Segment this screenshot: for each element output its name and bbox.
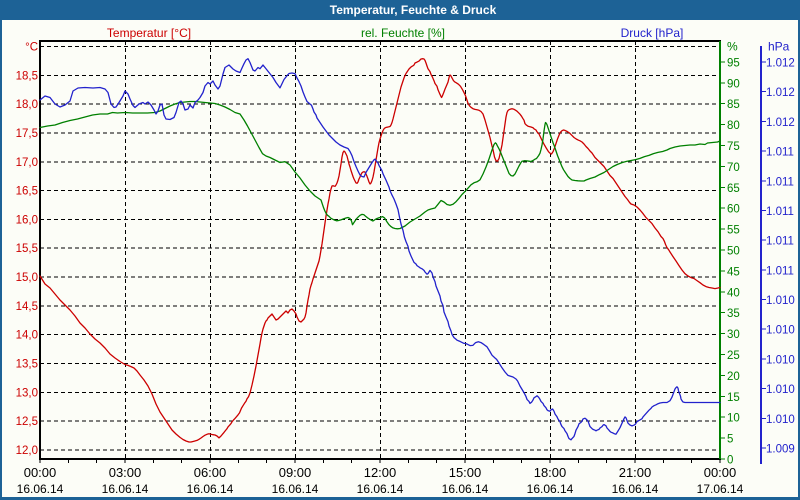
svg-text:16.06.14: 16.06.14 — [357, 482, 404, 496]
svg-text:16.06.14: 16.06.14 — [17, 482, 64, 496]
svg-text:1.011: 1.011 — [766, 206, 794, 218]
svg-text:16.06.14: 16.06.14 — [187, 482, 234, 496]
svg-text:30: 30 — [727, 329, 740, 341]
svg-text:03:00: 03:00 — [109, 465, 142, 480]
svg-text:°C: °C — [25, 42, 38, 54]
svg-text:20: 20 — [727, 371, 740, 383]
svg-text:40: 40 — [727, 287, 740, 299]
svg-text:16.06.14: 16.06.14 — [102, 482, 149, 496]
svg-text:00:00: 00:00 — [24, 465, 57, 480]
svg-text:14,5: 14,5 — [16, 301, 38, 313]
svg-text:1.012: 1.012 — [766, 87, 795, 99]
svg-text:16.06.14: 16.06.14 — [272, 482, 319, 496]
svg-text:16.06.14: 16.06.14 — [442, 482, 489, 496]
svg-text:55: 55 — [727, 225, 740, 237]
svg-text:90: 90 — [727, 78, 740, 90]
svg-text:17,5: 17,5 — [16, 128, 38, 140]
svg-text:17.06.14: 17.06.14 — [697, 482, 744, 496]
svg-text:50: 50 — [727, 246, 740, 258]
svg-text:13,0: 13,0 — [16, 387, 38, 399]
svg-text:0: 0 — [727, 455, 733, 467]
svg-text:15:00: 15:00 — [449, 465, 482, 480]
svg-text:Temperatur [°C]: Temperatur [°C] — [107, 26, 191, 40]
svg-text:18,0: 18,0 — [16, 99, 38, 111]
svg-text:1.010: 1.010 — [766, 414, 795, 426]
svg-text:18,5: 18,5 — [16, 70, 38, 82]
svg-text:16,0: 16,0 — [16, 214, 38, 226]
svg-text:70: 70 — [727, 162, 740, 174]
svg-text:14,0: 14,0 — [16, 330, 38, 342]
svg-text:%: % — [727, 40, 738, 54]
svg-text:80: 80 — [727, 120, 740, 132]
svg-text:16,5: 16,5 — [16, 186, 38, 198]
svg-text:1.011: 1.011 — [766, 265, 794, 277]
svg-text:06:00: 06:00 — [194, 465, 227, 480]
svg-text:15,5: 15,5 — [16, 243, 38, 255]
svg-text:15,0: 15,0 — [16, 272, 38, 284]
svg-text:35: 35 — [727, 308, 740, 320]
svg-text:65: 65 — [727, 183, 740, 195]
svg-text:13,5: 13,5 — [16, 359, 38, 371]
svg-text:1.011: 1.011 — [766, 236, 794, 248]
svg-text:85: 85 — [727, 99, 740, 111]
svg-text:45: 45 — [727, 266, 740, 278]
svg-text:00:00: 00:00 — [704, 465, 737, 480]
svg-text:21:00: 21:00 — [619, 465, 652, 480]
svg-text:1.010: 1.010 — [766, 354, 795, 366]
svg-text:1.012: 1.012 — [766, 58, 795, 70]
svg-text:16.06.14: 16.06.14 — [612, 482, 659, 496]
svg-text:12,0: 12,0 — [16, 445, 38, 457]
svg-text:rel. Feuchte [%]: rel. Feuchte [%] — [361, 26, 445, 40]
svg-text:09:00: 09:00 — [279, 465, 312, 480]
svg-text:1.009: 1.009 — [766, 444, 795, 456]
svg-text:1.010: 1.010 — [766, 384, 795, 396]
svg-text:12,5: 12,5 — [16, 416, 38, 428]
svg-text:5: 5 — [727, 434, 733, 446]
svg-text:75: 75 — [727, 141, 740, 153]
svg-text:Temperatur, Feuchte & Druck: Temperatur, Feuchte & Druck — [330, 3, 497, 17]
svg-text:Druck [hPa]: Druck [hPa] — [621, 26, 684, 40]
svg-text:15: 15 — [727, 392, 740, 404]
svg-text:1.010: 1.010 — [766, 325, 795, 337]
svg-text:1.010: 1.010 — [766, 295, 795, 307]
svg-text:95: 95 — [727, 57, 740, 69]
svg-text:16.06.14: 16.06.14 — [527, 482, 574, 496]
svg-text:1.011: 1.011 — [766, 147, 794, 159]
svg-text:60: 60 — [727, 204, 740, 216]
svg-text:25: 25 — [727, 350, 740, 362]
svg-text:12:00: 12:00 — [364, 465, 397, 480]
svg-text:10: 10 — [727, 413, 740, 425]
svg-text:1.011: 1.011 — [766, 176, 794, 188]
svg-text:17,0: 17,0 — [16, 157, 38, 169]
svg-text:18:00: 18:00 — [534, 465, 567, 480]
svg-text:hPa: hPa — [768, 40, 790, 54]
svg-text:1.012: 1.012 — [766, 117, 795, 129]
